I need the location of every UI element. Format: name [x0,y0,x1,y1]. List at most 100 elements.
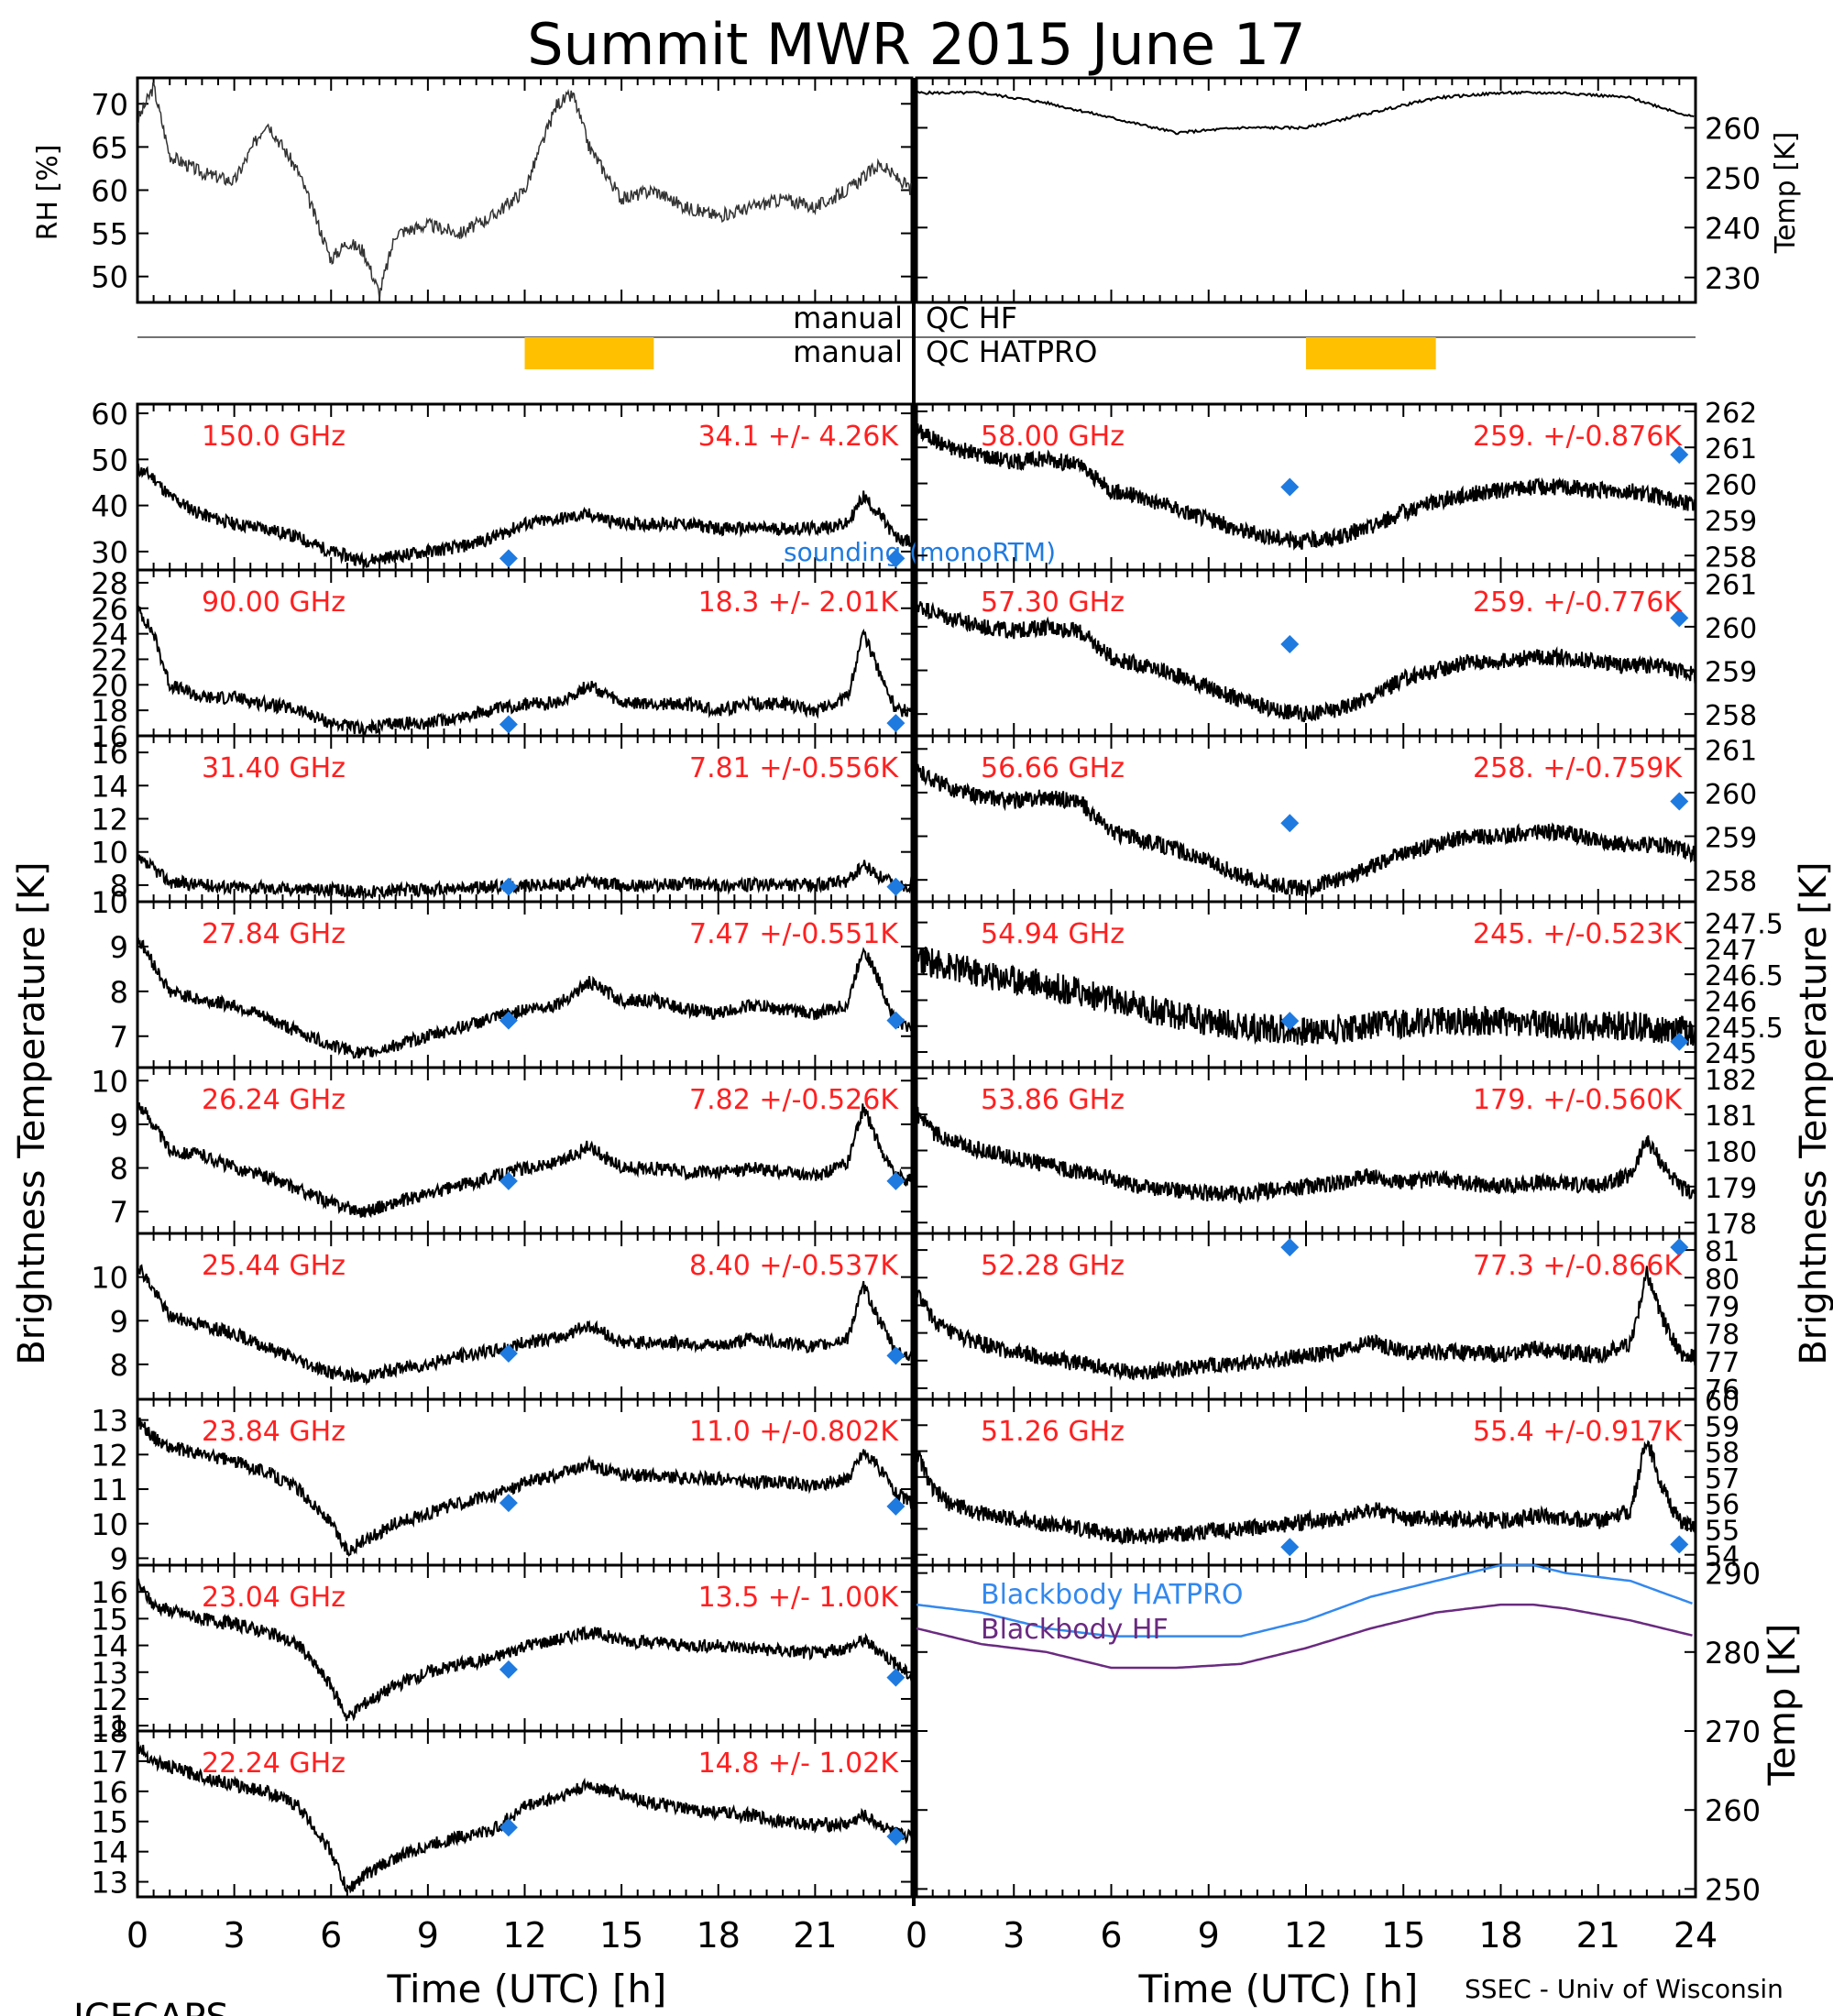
panel-ch-53.86: 178 179 180 181 182 53.86 GHz 179. +/-0.560K [915,1065,1757,1241]
panel-air-temp: 230 240 250 260 [915,76,1761,304]
legend-entry: Blackbody HATPRO [981,1579,1244,1611]
qc-hf-label-right: QC HF [926,301,1017,335]
x-tick-label: 21 [1576,1915,1620,1956]
data-trace [137,82,912,301]
channel-stats: 18.3 +/- 2.01K [698,586,900,619]
channel-stats: 14.8 +/- 1.02K [698,1748,900,1780]
sounding-point [499,1660,518,1679]
y-tick-label: 250 [1705,161,1761,196]
sounding-point [886,1827,906,1846]
x-tick-label: 3 [224,1915,246,1956]
qc-flag-bar [1306,337,1436,369]
y-tick-label: 262 [1705,398,1757,430]
sounding-point [1280,1012,1300,1031]
qc-hatpro-label-right: QC HATPRO [926,334,1097,369]
sounding-point [886,1011,906,1030]
x-tick-label: 18 [697,1915,741,1956]
channel-label: 23.04 GHz [202,1582,346,1614]
sounding-point [886,1171,906,1190]
data-trace [916,597,1696,723]
y-tick-label: 13 [91,1404,128,1439]
panel-ch-57.30: 258 259 260 261 57.30 GHz 259. +/-0.776K [915,568,1757,738]
y-tick-label: 260 [1705,779,1757,811]
data-trace [916,423,1696,551]
x-tick-label: 0 [126,1915,148,1956]
sounding-point [1670,445,1689,465]
y-tick-label: 40 [91,489,128,524]
sounding-point [1670,1238,1689,1257]
y-tick-label: 261 [1705,433,1757,466]
y-tick-label: 80 [1705,1264,1740,1296]
sounding-annotation: sounding (monoRTM) [784,537,1056,567]
y-tick-label: 9 [110,1304,128,1339]
sounding-point [886,549,906,568]
y-tick-label: 28 [91,566,128,601]
x-tick-label: 15 [1381,1915,1425,1956]
y-tick-label: 55 [1705,1515,1740,1547]
blackbody-hatpro-line [916,1563,1693,1638]
sounding-point [1670,792,1689,811]
x-tick-label: 12 [1284,1915,1328,1956]
panel-rh: 50 55 60 65 70 [91,76,914,304]
sounding-point [499,715,518,734]
y-tick-label: 181 [1705,1101,1757,1133]
x-tick-label: 3 [1003,1915,1025,1956]
channel-label: 56.66 GHz [981,752,1125,784]
data-trace [916,947,1696,1046]
left-ylabel: Brightness Temperature [K] [11,861,53,1364]
y-tick-label: 261 [1705,569,1757,601]
y-tick-label: 50 [91,260,128,295]
channel-stats: 259. +/-0.876K [1473,421,1683,453]
y-tick-label: 56 [1705,1489,1740,1521]
y-tick-label: 270 [1705,1715,1761,1749]
y-tick-label: 178 [1705,1209,1757,1241]
y-tick-label: 280 [1705,1636,1761,1671]
x-tick-label: 0 [906,1915,927,1956]
y-tick-label: 22 [91,642,128,677]
qc-flag-bar [524,337,654,369]
sounding-point [886,714,906,733]
y-tick-label: 8 [110,1152,128,1187]
qc-hatpro-label-left: manual [793,334,903,369]
data-trace [916,1440,1696,1546]
channel-label: 26.24 GHz [202,1084,346,1116]
data-trace [137,1578,913,1722]
y-tick-label: 250 [1705,1872,1761,1907]
y-tick-label: 16 [91,736,128,771]
y-tick-label: 10 [91,836,128,871]
y-tick-label: 55 [91,217,128,252]
footer-right: SSEC - Univ of Wisconsin [1465,1974,1784,2004]
channel-label: 27.84 GHz [202,918,346,950]
y-tick-label: 14 [91,1629,128,1664]
y-tick-label: 247.5 [1705,909,1784,941]
y-tick-label: 9 [110,1108,128,1143]
channel-label: 54.94 GHz [981,918,1125,950]
data-trace [916,90,1695,136]
y-tick-label: 60 [1705,1386,1740,1418]
y-tick-label: 15 [91,1805,128,1840]
sounding-point [1280,1538,1300,1557]
y-tick-label: 14 [91,1835,128,1870]
y-tick-label: 290 [1705,1557,1761,1592]
data-trace [916,763,1696,899]
x-axis-title: Time (UTC) [h] [1138,1967,1419,2011]
y-tick-label: 10 [91,1064,128,1099]
y-tick-label: 9 [110,930,128,965]
temp-axis-label: Temp [K] [1770,132,1802,255]
x-tick-label: 9 [417,1915,439,1956]
right-ylabel: Brightness Temperature [K] [1793,861,1833,1364]
x-tick-label: 24 [1674,1915,1718,1956]
channel-stats: 34.1 +/- 4.26K [698,421,900,453]
panel-ch-56.66: 258 259 260 261 56.66 GHz 258. +/-0.759K [915,734,1757,904]
x-tick-label: 9 [1198,1915,1220,1956]
data-trace [137,605,913,737]
x-tick-label: 18 [1478,1915,1522,1956]
y-tick-label: 50 [91,443,128,477]
channel-stats: 7.82 +/-0.526K [689,1084,899,1116]
channel-label: 58.00 GHz [981,421,1125,453]
y-tick-label: 12 [91,1682,128,1717]
y-tick-label: 260 [1705,111,1761,146]
